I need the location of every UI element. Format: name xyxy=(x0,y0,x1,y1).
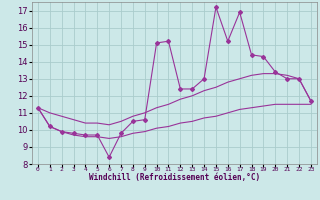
X-axis label: Windchill (Refroidissement éolien,°C): Windchill (Refroidissement éolien,°C) xyxy=(89,173,260,182)
